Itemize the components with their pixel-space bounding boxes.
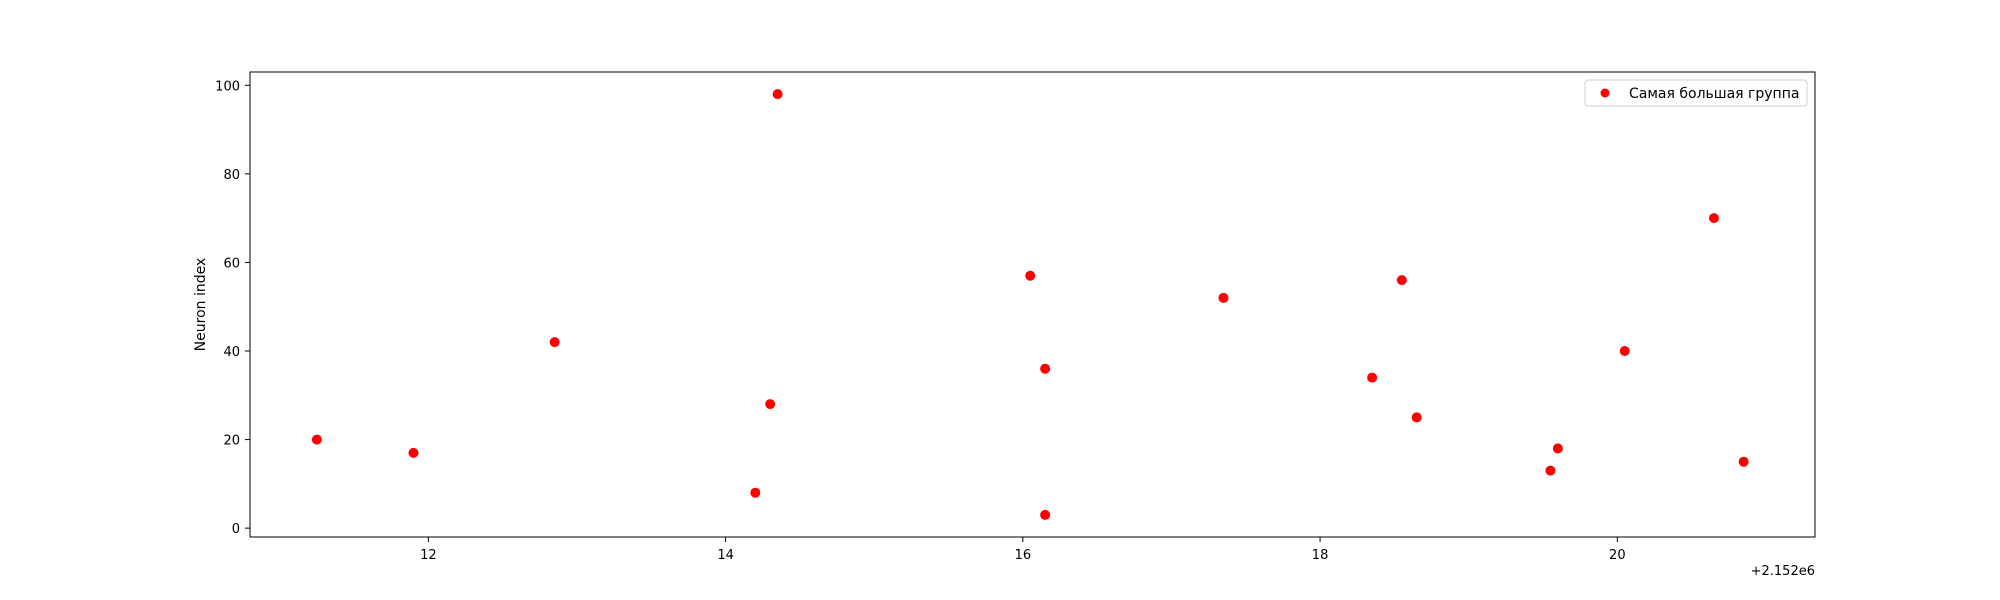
x-axis: 12 14 16 18 20 bbox=[420, 537, 1626, 563]
plot-area bbox=[249, 71, 1816, 538]
y-tick-label: 40 bbox=[223, 345, 240, 360]
scatter-point bbox=[1545, 465, 1556, 476]
scatter-point bbox=[1367, 372, 1378, 383]
legend-marker bbox=[1600, 88, 1610, 98]
x-tick-label: 18 bbox=[1312, 548, 1329, 563]
scatter-point bbox=[1552, 443, 1563, 454]
legend: Самая большая группа bbox=[1584, 79, 1808, 107]
x-tick-label: 20 bbox=[1609, 548, 1626, 563]
x-tick-label: 14 bbox=[717, 548, 734, 563]
y-axis-label: Neuron index bbox=[193, 258, 209, 352]
scatter-point bbox=[1738, 456, 1749, 467]
scatter-point bbox=[772, 89, 783, 100]
x-axis-offset: +2.152e6 bbox=[1751, 564, 1815, 579]
scatter-point bbox=[1218, 292, 1229, 303]
y-tick-label: 80 bbox=[223, 168, 240, 183]
scatter-point bbox=[765, 399, 776, 410]
legend-label: Самая большая группа bbox=[1629, 86, 1799, 102]
y-tick-label: 0 bbox=[232, 522, 240, 537]
scatter-point bbox=[750, 487, 761, 498]
y-tick-label: 100 bbox=[215, 79, 240, 94]
y-axis: 0 20 40 60 80 100 bbox=[215, 79, 250, 537]
y-tick-label: 20 bbox=[223, 434, 240, 449]
scatter-point bbox=[1040, 363, 1051, 374]
x-tick-label: 16 bbox=[1015, 548, 1032, 563]
data-points bbox=[311, 89, 1749, 520]
y-tick-label: 60 bbox=[223, 256, 240, 271]
scatter-point bbox=[1025, 270, 1036, 281]
scatter-point bbox=[408, 447, 419, 458]
x-tick-label: 12 bbox=[420, 548, 437, 563]
legend-box bbox=[1584, 79, 1808, 107]
scatter-point bbox=[1040, 509, 1051, 520]
scatter-point bbox=[1396, 275, 1407, 286]
scatter-point bbox=[311, 434, 322, 445]
scatter-point bbox=[1411, 412, 1422, 423]
scatter-point bbox=[1619, 346, 1630, 356]
scatter-point bbox=[549, 337, 560, 348]
scatter-point bbox=[1708, 213, 1719, 224]
